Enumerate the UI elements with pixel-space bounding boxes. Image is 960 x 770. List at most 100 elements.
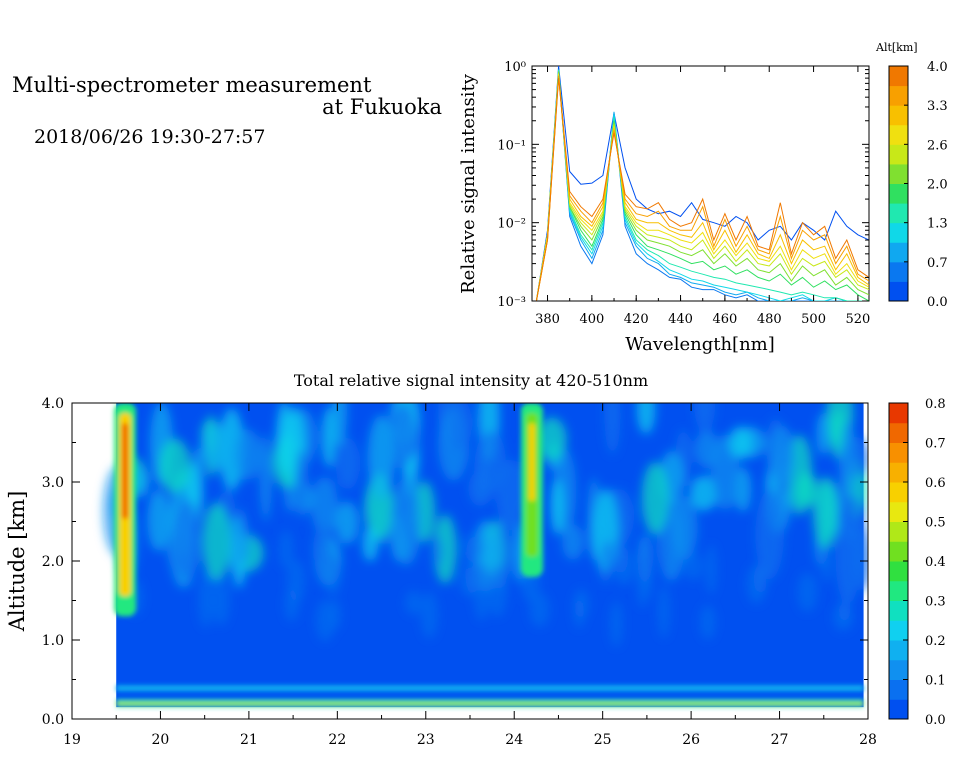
heatmap-cell	[816, 412, 831, 456]
heatmap-features	[114, 403, 864, 708]
spectrum-line-1	[535, 69, 869, 301]
heatmap-cell	[462, 532, 484, 561]
heatmap-cell	[433, 514, 457, 584]
spectrum-line-8	[535, 73, 869, 301]
heatmap-cell	[796, 472, 818, 508]
heatmap-cell	[431, 536, 444, 567]
intensity-colorbar-segment	[889, 659, 908, 680]
heatmap-x-tick-label: 22	[328, 732, 346, 748]
altitude-colorbar: 4.0 3.3 2.6 2.0 1.3 0.7 0.0	[888, 60, 948, 310]
heatmap-cell	[227, 515, 247, 577]
heatmap-cell	[335, 501, 359, 545]
heatmap-cell	[332, 403, 347, 447]
heatmap-cell	[601, 540, 614, 570]
heatmap-cell	[172, 498, 200, 581]
intensity-colorbar-tick-label: 0.2	[925, 634, 946, 649]
spectrum-line-2	[535, 69, 869, 301]
heatmap-cell	[405, 590, 423, 615]
heatmap-axes: 19 20 21 22 23 24 25 26 27 28 0.0 1.0 2.0 3.0 4.0	[42, 396, 877, 748]
intensity-colorbar-tick-label: 0.3	[925, 595, 946, 610]
heatmap-cell	[641, 543, 653, 599]
altitude-colorbar-title: Alt[km]	[875, 41, 918, 54]
spectrum-x-tick-label: 400	[579, 312, 604, 327]
surface-band-core	[116, 702, 864, 706]
heatmap-cell	[311, 533, 328, 564]
heatmap-cell	[813, 476, 839, 550]
altitude-colorbar-segment	[889, 281, 908, 302]
spectrum-plot-frame	[531, 65, 870, 302]
heatmap-cell	[294, 450, 309, 519]
heatmap-y-tick-label: 3.0	[42, 475, 64, 491]
heatmap-cell	[562, 524, 584, 560]
intensity-colorbar-segment	[889, 640, 908, 661]
heatmap-cell	[610, 600, 623, 648]
heatmap-cell	[550, 478, 565, 535]
spectrum-line-11	[535, 78, 869, 301]
spectrum-line-5	[535, 71, 869, 301]
heatmap-field	[103, 403, 868, 708]
spectrum-axes: 380 400 420 440 460 480 500 520 10⁰ 10⁻¹ 10⁻² 10⁻³	[497, 60, 870, 327]
heatmap-x-tick-label: 25	[594, 732, 612, 748]
spectrum-line-10	[535, 75, 869, 301]
heatmap-cell	[746, 564, 767, 604]
altitude-colorbar-tick-label: 1.3	[927, 217, 948, 232]
surface-band-upper	[116, 685, 864, 692]
heatmap-cell	[641, 462, 669, 535]
heatmap-cell	[728, 426, 753, 460]
spectrum-x-tick-label: 420	[624, 312, 649, 327]
heatmap-cell	[684, 551, 703, 581]
heatmap-cell	[658, 584, 670, 639]
spectrum-y-tick-label: 10⁻¹	[497, 138, 526, 153]
intensity-colorbar-segment	[889, 541, 908, 562]
heatmap-x-tick-label: 21	[240, 732, 258, 748]
intensity-colorbar-segment	[889, 600, 908, 621]
altitude-colorbar-tick-label: 3.3	[927, 99, 948, 114]
spectrum-y-tick-label: 10⁰	[504, 60, 526, 75]
intensity-colorbar-segment	[889, 521, 908, 542]
intensity-colorbar-segment	[889, 501, 908, 522]
intensity-colorbar: 0.8 0.7 0.6 0.5 0.4 0.3 0.2 0.1 0.0	[888, 397, 946, 728]
heatmap-cell	[202, 503, 231, 582]
altitude-colorbar-tick-label: 0.0	[927, 295, 948, 310]
heatmap-cell	[574, 597, 585, 629]
heatmap-cell	[322, 407, 336, 468]
heatmap-cell	[613, 548, 635, 586]
heatmap-y-label: Altitude [km]	[5, 491, 29, 633]
heatmap-x-tick-label: 19	[63, 732, 81, 748]
heatmap-cell	[487, 565, 508, 618]
spectrum-line-6	[535, 71, 869, 301]
heatmap-x-tick-label: 20	[152, 732, 170, 748]
heatmap-x-tick-label: 27	[771, 732, 789, 748]
spectrum-line-0	[535, 66, 869, 301]
altitude-colorbar-segment	[889, 105, 908, 126]
heatmap-cell	[311, 476, 339, 537]
intensity-colorbar-tick-label: 0.7	[925, 437, 946, 452]
heatmap-cell	[200, 423, 233, 470]
time-range-subtitle: 2018/06/26 19:30-27:57	[34, 126, 266, 148]
intensity-colorbar-segment	[889, 699, 908, 720]
heatmap-cell	[259, 433, 272, 522]
heatmap-cell	[390, 515, 408, 560]
altitude-colorbar-segment	[889, 144, 908, 165]
heatmap-cell	[147, 489, 170, 552]
heatmap-cell	[755, 489, 785, 580]
spectrum-line-3	[535, 69, 869, 301]
heatmap-cell	[839, 419, 856, 507]
intensity-colorbar-tick-label: 0.0	[925, 713, 946, 728]
heatmap-cell	[659, 523, 670, 578]
heatmap-cell	[705, 544, 717, 595]
spectrum-series-group	[535, 66, 869, 301]
intensity-colorbar-segment	[889, 403, 908, 424]
spectrum-x-tick-label: 460	[712, 312, 737, 327]
spectrum-x-tick-label: 380	[535, 312, 560, 327]
heatmap-cell	[420, 591, 438, 639]
altitude-colorbar-tick-label: 4.0	[927, 60, 948, 75]
heatmap-y-tick-label: 1.0	[42, 633, 64, 649]
heatmap-cell	[335, 437, 361, 490]
altitude-colorbar-segment	[889, 66, 908, 87]
altitude-colorbar-tick-label: 2.6	[927, 138, 948, 153]
heatmap-cell	[212, 575, 230, 626]
heatmap-cell	[475, 430, 506, 492]
heatmap-cell	[279, 530, 294, 569]
heatmap-cell	[820, 546, 832, 583]
